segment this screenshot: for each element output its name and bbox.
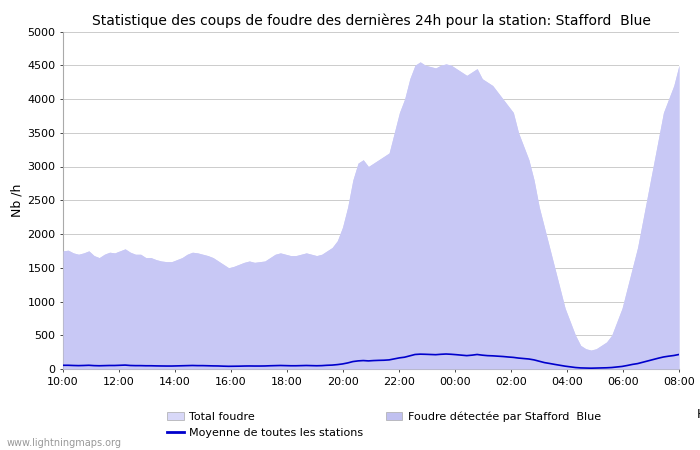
Legend: Total foudre, Moyenne de toutes les stations, Foudre détectée par Stafford  Blue: Total foudre, Moyenne de toutes les stat…: [167, 412, 601, 438]
Text: Heure: Heure: [697, 408, 700, 421]
Title: Statistique des coups de foudre des dernières 24h pour la station: Stafford  Blu: Statistique des coups de foudre des dern…: [92, 13, 650, 27]
Y-axis label: Nb /h: Nb /h: [10, 184, 23, 217]
Text: www.lightningmaps.org: www.lightningmaps.org: [7, 438, 122, 448]
